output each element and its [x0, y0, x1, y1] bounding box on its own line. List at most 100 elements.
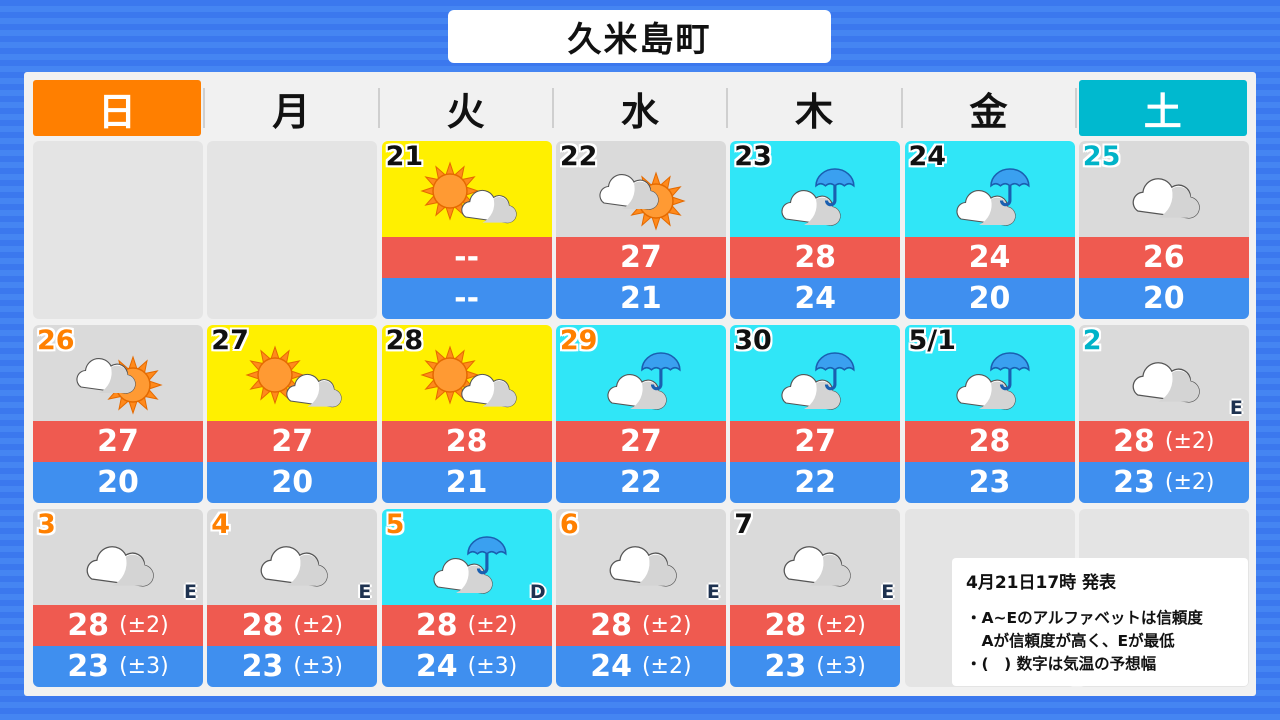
- low-temp: 23: [904, 462, 1075, 503]
- weather-area: 3 E: [33, 509, 203, 605]
- high-temp-value: 27: [97, 424, 139, 459]
- sun-cloud-icon: [419, 161, 517, 224]
- date-label: 26: [37, 325, 75, 356]
- high-temp-value: 28: [445, 424, 488, 459]
- weather-area: 5/1: [904, 325, 1075, 421]
- cloud-umbrella-icon: [955, 352, 1030, 410]
- sun: [419, 345, 480, 405]
- high-temp-range: (±2): [816, 613, 866, 638]
- low-temp: 23 (±3): [33, 646, 203, 687]
- high-temp-value: --: [454, 240, 480, 275]
- umbrella: [641, 352, 681, 391]
- umbrella: [466, 536, 507, 575]
- high-temp: 28: [381, 421, 552, 462]
- weekday-header: 日: [33, 80, 201, 136]
- low-temp-value: 20: [97, 465, 139, 500]
- cloud: [781, 189, 841, 226]
- low-temp-value: 20: [271, 465, 314, 500]
- weather-area: 24: [904, 141, 1075, 237]
- weather-area: 2 E: [1078, 325, 1249, 421]
- date-label: 5: [385, 509, 405, 540]
- low-temp: 21: [555, 278, 726, 319]
- date-label: 2: [1082, 325, 1102, 356]
- low-temp-value: 20: [968, 281, 1011, 316]
- high-temp: 28 (±2): [1078, 421, 1249, 462]
- day-cell: 5 D 28 (±2) 24 (±3): [381, 509, 552, 687]
- cloud: [599, 173, 659, 210]
- day-cell: 30 27 22: [730, 325, 901, 503]
- cloud: [460, 373, 517, 408]
- cloud-umbrella-icon: [955, 168, 1030, 226]
- low-temp-range: (±2): [1164, 470, 1215, 495]
- cloud-umbrella-icon: [432, 536, 507, 594]
- high-temp: 27: [33, 421, 203, 462]
- cloud: [609, 546, 677, 587]
- low-temp: 24: [730, 278, 901, 319]
- high-temp: 27: [207, 421, 378, 462]
- empty-day-cell: [33, 141, 203, 319]
- high-temp-value: 28: [590, 608, 632, 643]
- low-temp: 23 (±3): [207, 646, 378, 687]
- high-temp-value: 27: [620, 240, 662, 275]
- high-temp-value: 28: [67, 608, 110, 643]
- empty-day-cell: [207, 141, 378, 319]
- high-temp-value: 28: [794, 240, 837, 275]
- high-temp: 24: [904, 237, 1075, 278]
- low-temp: --: [381, 278, 552, 319]
- low-temp-value: 22: [794, 465, 837, 500]
- date-label: 3: [37, 509, 56, 540]
- low-temp-value: 21: [445, 465, 488, 500]
- low-temp-range: (±3): [816, 654, 866, 679]
- cloud: [955, 189, 1016, 226]
- weather-area: 7 E: [730, 509, 901, 605]
- high-temp-value: 24: [968, 240, 1011, 275]
- divider: [377, 88, 380, 128]
- high-temp: 26: [1078, 237, 1249, 278]
- reliability-grade: E: [1229, 397, 1243, 419]
- cloud-icon: [1132, 362, 1200, 403]
- day-cell: 25 26 20: [1078, 141, 1249, 319]
- high-temp-value: 28: [968, 424, 1011, 459]
- day-cell: 3 E 28 (±2) 23 (±3): [33, 509, 203, 687]
- reliability-grade: E: [358, 581, 372, 603]
- low-temp-value: --: [454, 281, 480, 316]
- cloud: [1132, 362, 1200, 403]
- weather-area: 5 D: [381, 509, 552, 605]
- sun: [245, 345, 305, 405]
- cloud-icon: [1132, 178, 1200, 219]
- cloud-umbrella-icon: [781, 168, 855, 226]
- high-temp-value: 27: [794, 424, 837, 459]
- day-cell: 24 24 20: [904, 141, 1075, 319]
- cloud: [286, 373, 342, 408]
- day-cell: 28 28 21: [381, 325, 552, 503]
- date-label: 30: [734, 325, 772, 356]
- weather-area: 29: [555, 325, 726, 421]
- high-temp: 28: [730, 237, 901, 278]
- reliability-grade: E: [881, 581, 895, 603]
- date-label: 7: [734, 509, 753, 540]
- reliability-grade: D: [529, 581, 546, 603]
- high-temp-value: 27: [620, 424, 662, 459]
- date-label: 29: [559, 325, 598, 356]
- day-cell: 27 27 20: [207, 325, 378, 503]
- low-temp-value: 23: [241, 649, 284, 684]
- weather-area: 6 E: [555, 509, 726, 605]
- date-label: 25: [1082, 141, 1121, 172]
- low-temp: 22: [555, 462, 726, 503]
- day-cell: 6 E 28 (±2) 24 (±2): [555, 509, 726, 687]
- weekday-header: 土: [1078, 80, 1247, 136]
- divider: [551, 88, 554, 128]
- issued-time: 4月21日17時 発表: [966, 573, 1117, 593]
- date-label: 5/1: [908, 325, 956, 356]
- high-temp-value: 26: [1142, 240, 1185, 275]
- low-temp: 22: [730, 462, 901, 503]
- low-temp-value: 24: [415, 649, 458, 684]
- weekday-header: 金: [969, 89, 1008, 134]
- low-temp: 24 (±2): [555, 646, 726, 687]
- weather-area: 27: [207, 325, 378, 421]
- date-label: 23: [734, 141, 772, 172]
- high-temp-value: 28: [241, 608, 284, 643]
- high-temp-range: (±2): [119, 613, 169, 638]
- day-cell: 2 E 28 (±2) 23 (±2): [1078, 325, 1249, 503]
- date-label: 27: [211, 325, 249, 356]
